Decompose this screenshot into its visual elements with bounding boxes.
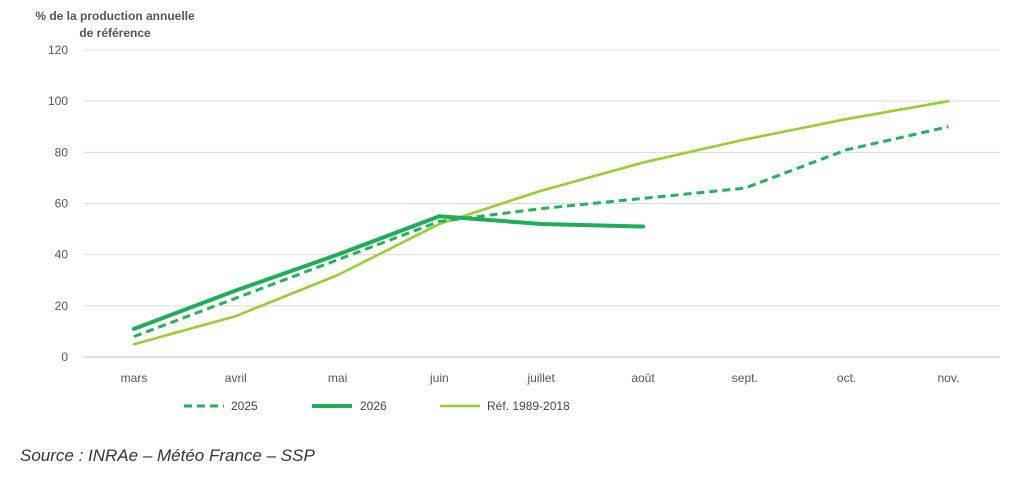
legend-label: 2025 [231,399,258,413]
x-tick-label: oct. [837,371,856,385]
y-tick-label: 40 [55,248,69,262]
y-axis-label-line2: de référence [79,26,151,40]
line-chart: 0 20 40 60 80 100 120 mars avril mai juin juillet ao… [48,43,1000,413]
y-tick-label: 20 [55,299,69,313]
y-tick-label: 100 [48,94,68,108]
series-line-2025 [133,125,949,338]
legend-label: Réf. 1989-2018 [487,399,570,413]
y-axis-label: % de la production annuelle de référence [20,8,210,42]
x-tick-label: juin [429,371,449,385]
y-tick-label: 80 [55,145,69,159]
x-tick-label: août [631,371,655,385]
y-axis-label-line1: % de la production annuelle [35,9,195,23]
legend-label: 2026 [360,399,387,413]
x-tick-label: avril [225,371,247,385]
x-tick-label: mars [121,371,148,385]
y-tick-label: 0 [61,350,68,364]
y-tick-label: 60 [55,197,69,211]
x-tick-label: mai [328,371,347,385]
y-tick-label: 120 [48,43,68,57]
series-line-2026 [132,214,645,331]
x-tick-label: juillet [527,371,556,385]
source-note: Source : INRAe – Météo France – SSP [20,446,315,465]
x-tick-label: sept. [732,371,758,385]
series-line-ref [132,99,950,346]
x-tick-label: nov. [938,371,960,385]
